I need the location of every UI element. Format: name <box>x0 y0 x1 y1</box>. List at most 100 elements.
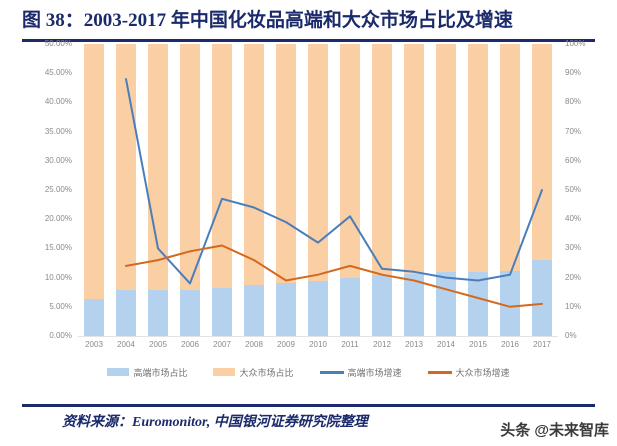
x-axis-tick: 2015 <box>469 340 487 349</box>
x-axis-tick: 2004 <box>117 340 135 349</box>
bar-segment-premium-share <box>212 288 232 336</box>
x-axis-tick: 2016 <box>501 340 519 349</box>
legend-item-label: 高端市场占比 <box>133 367 188 378</box>
y-axis-right-tick: 70% <box>565 126 582 136</box>
x-axis-tick: 2007 <box>213 340 231 349</box>
x-axis-tick: 2011 <box>341 340 359 349</box>
bar-segment-premium-share <box>180 289 200 336</box>
legend-item[interactable]: 大众市场占比 <box>213 366 294 379</box>
legend-swatch-icon <box>107 368 130 376</box>
legend-item-label: 大众市场占比 <box>239 367 294 378</box>
y-axis-left-tick: 30.00% <box>44 155 72 165</box>
watermark-label: 头条 @未来智库 <box>500 422 609 439</box>
bar-segment-mass-share <box>148 44 168 290</box>
plot-region: 0.00% 5.00% 10.00% 15.00% 20.00% 25.00% 30.00%… <box>45 40 586 350</box>
chart-area: 0.00% 5.00% 10.00% 15.00% 20.00% 25.00% 30.00%… <box>22 40 595 360</box>
legend-item[interactable]: 大众市场增速 <box>427 366 510 379</box>
x-axis-tick: 2010 <box>309 340 327 349</box>
bar-segment-mass-share <box>436 44 456 272</box>
bar-segment-mass-share <box>84 44 104 299</box>
bar-column <box>84 44 104 336</box>
bar-segment-premium-share <box>244 285 264 336</box>
y-axis-left-tick: 35.00% <box>44 126 72 136</box>
growth-lines <box>125 78 543 308</box>
bar-segment-premium-share <box>148 289 168 336</box>
y-axis-right-tick: 90% <box>565 68 582 78</box>
y-axis-right-tick: 80% <box>565 97 582 107</box>
y-axis-right-tick: 10% <box>565 301 582 311</box>
x-axis-tick: 2006 <box>181 340 199 349</box>
bar-segment-premium-share <box>468 271 488 336</box>
bar-segment-premium-share <box>308 280 328 336</box>
bar-segment-premium-share <box>532 260 552 336</box>
title-block: 图 38：2003-2017 年中国化妆品高端和大众市场占比及增速 <box>22 8 597 38</box>
y-axis-right-tick: 100% <box>565 39 586 48</box>
bar-column <box>404 44 424 336</box>
bar-column <box>148 44 168 336</box>
y-axis-left-tick: 10.00% <box>44 272 72 282</box>
bar-column <box>180 44 200 336</box>
bar-segment-premium-share <box>500 270 520 336</box>
bar-segment-premium-share <box>84 298 104 336</box>
y-axis-left-tick: 0.00% <box>49 331 72 340</box>
bar-column <box>212 44 232 336</box>
y-axis-left-tick: 50.00% <box>44 39 72 48</box>
y-axis-left-tick: 20.00% <box>44 214 72 224</box>
bar-segment-mass-share <box>500 44 520 271</box>
chart-legend: 高端市场占比 大众市场占比 高端市场增速 大众市场增速 <box>22 364 595 380</box>
bar-segment-mass-share <box>308 44 328 281</box>
y-axis-left-tick: 25.00% <box>44 185 72 194</box>
bar-segment-mass-share <box>244 44 264 286</box>
x-axis-tick: 2017 <box>533 340 551 349</box>
y-axis-right-tick: 50% <box>565 185 582 194</box>
x-axis-tick: 2012 <box>373 340 391 349</box>
legend-item[interactable]: 高端市场占比 <box>107 366 187 379</box>
bar-column <box>308 44 328 336</box>
title-divider <box>22 39 595 42</box>
legend-swatch-icon <box>213 368 236 376</box>
y-axis-right-tick: 40% <box>565 214 582 224</box>
bar-column <box>372 44 392 336</box>
legend-line-icon <box>427 370 452 374</box>
source-divider <box>22 404 595 407</box>
bar-segment-mass-share <box>276 44 296 284</box>
y-axis-left-tick: 15.00% <box>44 243 72 253</box>
legend-item-label: 高端市场增速 <box>347 367 402 378</box>
y-axis-right-tick: 0% <box>565 331 577 340</box>
x-axis-tick: 2009 <box>277 340 295 349</box>
y-axis-left-tick: 40.00% <box>44 97 72 107</box>
legend-item-label: 大众市场增速 <box>455 367 510 378</box>
legend-item[interactable]: 高端市场增速 <box>319 366 402 379</box>
bar-segment-mass-share <box>212 44 232 289</box>
y-axis-right-tick: 60% <box>565 155 582 165</box>
y-axis-right-tick: 30% <box>565 243 582 253</box>
bar-column <box>500 44 520 336</box>
legend-line-icon <box>319 370 344 374</box>
bar-column <box>468 44 488 336</box>
y-axis-left-tick: 45.00% <box>44 68 72 78</box>
bar-segment-premium-share <box>276 283 296 336</box>
bar-column <box>276 44 296 336</box>
bar-segment-mass-share <box>372 44 392 276</box>
x-axis-tick: 2005 <box>149 340 167 349</box>
bar-segment-premium-share <box>404 274 424 336</box>
page-title: 图 38：2003-2017 年中国化妆品高端和大众市场占比及增速 <box>22 10 513 31</box>
x-axis-line <box>78 336 558 337</box>
x-axis-tick: 2003 <box>85 340 103 349</box>
bar-segment-premium-share <box>340 277 360 336</box>
source-note: 资料来源：Euromonitor, 中国银河证券研究院整理 <box>62 415 368 430</box>
bar-segment-premium-share <box>116 289 136 336</box>
bar-segment-mass-share <box>468 44 488 272</box>
bar-segment-premium-share <box>372 275 392 336</box>
bar-segment-mass-share <box>180 44 200 290</box>
line-mass-growth <box>125 244 543 308</box>
y-axis-right-tick: 20% <box>565 272 582 282</box>
bar-segment-mass-share <box>404 44 424 275</box>
bar-column <box>244 44 264 336</box>
line-premium-growth <box>125 78 543 285</box>
y-axis-left-tick: 5.00% <box>49 301 72 311</box>
x-axis-tick: 2013 <box>405 340 423 349</box>
x-axis-tick: 2008 <box>245 340 263 349</box>
x-axis-tick: 2014 <box>437 340 455 349</box>
